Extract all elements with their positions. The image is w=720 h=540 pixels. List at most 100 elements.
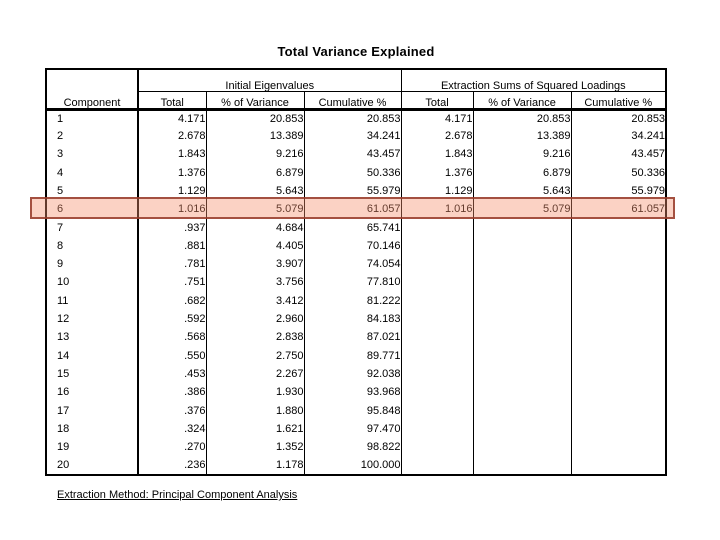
component-cell: 14 [46,347,139,366]
value-cell: 43.457 [631,148,666,161]
table-title: Total Variance Explained [277,44,435,59]
value-cell [571,311,666,329]
value-cell [473,420,572,439]
value-cell [473,219,572,238]
value-cell: 1.376 [138,164,207,183]
value-cell: 2.838 [206,329,305,348]
extraction-method-note: Extraction Method: Principal Component A… [57,489,298,501]
component-cell: 18 [46,420,139,439]
col-header-pct-variance-initial: % of Variance [206,91,305,111]
value-cell [571,256,666,274]
value-cell: 97.470 [304,420,402,439]
value-cell [473,329,572,348]
table-row: 2 2.678 13.389 34.241 2.678 13.389 34.241 [46,127,666,147]
table-row: 11.682 3.412 81.222 [46,292,666,311]
value-cell [401,383,474,403]
value-cell: 20.853 [473,109,572,128]
table-row: 16.386 1.930 93.968 [46,383,666,403]
table-row: 19.270 1.352 98.822 [46,438,666,458]
table-row: 1 4.171 20.853 20.853 4.171 20.853 20.853 [46,109,666,128]
component-cell: 2 [46,127,139,147]
table-row: 15.453 2.267 92.038 [46,365,666,384]
component-cell: 1 [46,109,139,128]
value-cell: 70.146 [304,237,402,256]
value-cell [473,274,572,293]
component-cell: 5 [46,182,139,201]
value-cell: 5.079 [206,200,305,220]
component-cell: 11 [46,292,139,311]
value-cell: 2.678 [138,127,207,147]
value-cell: 2.678 [401,127,474,147]
value-cell: 6.879 [473,164,572,183]
value-cell: .236 [138,457,207,476]
value-cell: 1.016 [138,200,207,220]
table-row: 4 1.376 6.879 50.336 1.376 6.879 50.336 [46,164,666,183]
value-cell: 2.267 [206,365,305,384]
value-cell: 5.079 [473,200,572,220]
value-cell: 50.336 [304,164,402,183]
value-cell: 1.376 [401,164,474,183]
value-cell: 1.352 [206,438,305,458]
value-cell: 93.968 [304,383,402,403]
value-cell: 1.843 [401,146,474,165]
value-cell [571,384,666,402]
table-row: 9.781 3.907 74.054 [46,255,666,275]
value-cell: 1.930 [206,383,305,403]
component-cell: 7 [46,219,139,238]
component-cell: 3 [46,146,139,165]
value-cell: 3.412 [206,292,305,311]
component-cell: 4 [46,164,139,183]
value-cell [571,238,666,256]
value-cell [401,237,474,256]
value-cell: 1.129 [401,182,474,201]
value-cell [401,274,474,293]
component-cell: 17 [46,402,139,421]
value-cell: .270 [138,438,207,458]
value-cell: 43.457 [304,146,402,165]
value-cell [571,329,666,347]
value-cell: .781 [138,255,207,275]
value-cell [473,255,572,275]
value-cell: 77.810 [304,274,402,293]
value-cell: 13.389 [473,127,572,147]
value-cell [401,329,474,348]
value-cell: 4.171 [138,109,207,128]
table-row: 20.236 1.178 100.000 [46,457,666,476]
value-cell: 98.822 [304,438,402,458]
value-cell [571,421,666,439]
variance-table: Component Initial Eigenvalues Extraction… [45,68,668,477]
table-row: 8.881 4.405 70.146 [46,237,666,256]
value-cell: 20.853 [631,112,666,125]
value-cell [401,457,474,476]
table-row: 14.550 2.750 89.771 [46,347,666,366]
component-cell: 20 [46,457,139,476]
spanner-initial-eigenvalues: Initial Eigenvalues [138,69,402,92]
value-cell: 4.405 [206,237,305,256]
col-header-pct-variance-extraction: % of Variance [473,91,572,111]
value-cell: .550 [138,347,207,366]
value-cell: 50.336 [631,166,666,179]
value-cell [401,420,474,439]
value-cell: 1.880 [206,402,305,421]
value-cell: .937 [138,219,207,238]
value-cell: 74.054 [304,255,402,275]
value-cell [571,402,666,420]
table-row: 12.592 2.960 84.183 [46,310,666,330]
value-cell [571,439,666,457]
value-cell [473,347,572,366]
table-row: 3 1.843 9.216 43.457 1.843 9.216 43.457 [46,146,666,165]
value-cell [401,255,474,275]
value-cell: 3.756 [206,274,305,293]
value-cell: .881 [138,237,207,256]
component-cell: 10 [46,274,139,293]
table-row: 13.568 2.838 87.021 [46,329,666,348]
col-header-total-extraction: Total [401,91,474,111]
table-row: 5 1.129 5.643 55.979 1.129 5.643 55.979 [46,182,666,201]
value-cell: .568 [138,329,207,348]
value-cell: 55.979 [631,184,666,197]
value-cell: 20.853 [206,109,305,128]
value-cell: 92.038 [304,365,402,384]
component-cell: 8 [46,237,139,256]
value-cell [473,365,572,384]
